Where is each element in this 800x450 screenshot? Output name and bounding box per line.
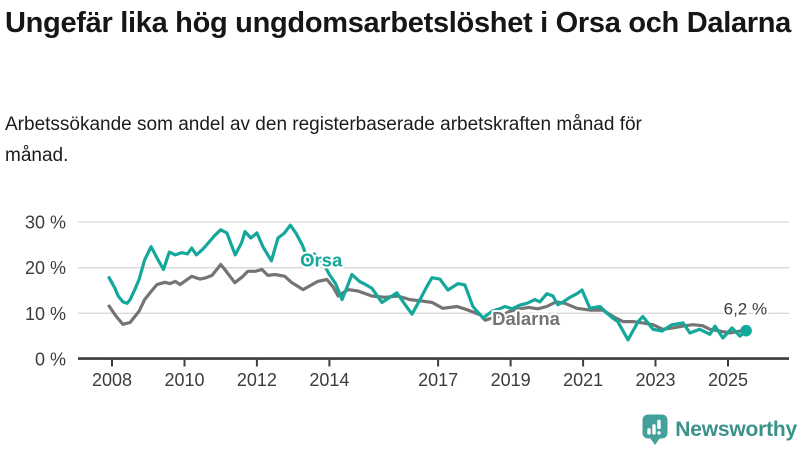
end-point-dot [740, 324, 752, 337]
y-tick-label-0: 0 % [35, 350, 66, 370]
y-tick-label-30: 30 % [25, 213, 66, 233]
orsa-series-label: Orsa [300, 249, 343, 270]
end-value-annotation: 6,2 % [724, 300, 767, 319]
page-subtitle: Arbetssökande som andel av den registerb… [5, 114, 642, 166]
x-tick-label-2010: 2010 [164, 370, 204, 390]
dalarna-series-label: Dalarna [492, 308, 561, 329]
x-tick-label-2008: 2008 [92, 370, 132, 390]
x-tick-label-2017: 2017 [418, 370, 458, 390]
x-tick-label-2014: 2014 [309, 370, 349, 390]
newsworthy-logo-text: Newsworthy [675, 418, 797, 441]
newsworthy-logo: Newsworthy [642, 414, 797, 446]
x-tick-label-2025: 2025 [708, 370, 748, 390]
orsa-line [107, 223, 748, 342]
x-tick-label-2019: 2019 [491, 370, 531, 390]
y-tick-label-20: 20 % [25, 258, 66, 278]
y-tick-label-10: 10 % [25, 304, 66, 324]
x-tick-label-2021: 2021 [563, 370, 603, 390]
newsworthy-logo-icon [642, 414, 668, 445]
page-title: Ungefär lika hög ungdomsarbetslöshet i O… [5, 7, 792, 39]
dalarna-line [107, 262, 748, 335]
x-tick-label-2012: 2012 [237, 370, 277, 390]
x-tick-label-2023: 2023 [635, 370, 675, 390]
